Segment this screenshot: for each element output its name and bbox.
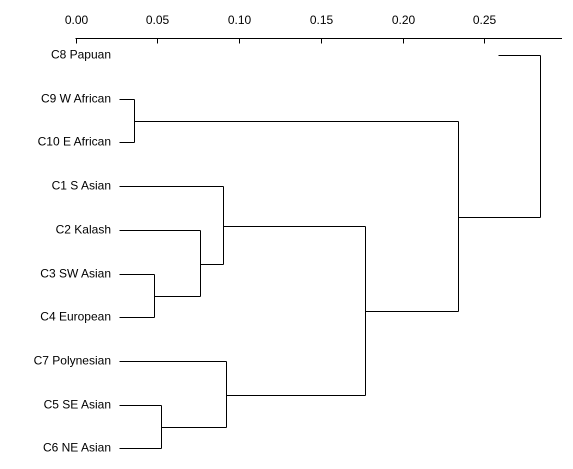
x-tick-label: 0.20 bbox=[392, 13, 416, 27]
x-tick-label: 0.15 bbox=[310, 13, 334, 27]
leaf-labels: C8 Papuan C9 W African C10 E African C1 S A… bbox=[34, 48, 111, 455]
x-axis: 0.00 0.05 0.10 0.15 0.20 0.25 bbox=[65, 13, 562, 44]
leaf-label: C3 SW Asian bbox=[40, 267, 111, 281]
leaf-label: C9 W African bbox=[41, 92, 111, 106]
leaf-label: C4 European bbox=[40, 310, 111, 324]
x-tick-label: 0.25 bbox=[473, 13, 497, 27]
x-tick-label: 0.00 bbox=[65, 13, 89, 27]
leaf-label: C6 NE Asian bbox=[43, 441, 111, 455]
leaf-label: C2 Kalash bbox=[56, 223, 111, 237]
x-tick-label: 0.10 bbox=[228, 13, 252, 27]
x-tick-label: 0.05 bbox=[146, 13, 170, 27]
leaf-label: C10 E African bbox=[38, 135, 111, 149]
leaf-label: C7 Polynesian bbox=[34, 354, 111, 368]
dendrogram-branches bbox=[119, 55, 541, 449]
leaf-label: C5 SE Asian bbox=[44, 398, 111, 412]
leaf-label: C8 Papuan bbox=[51, 48, 111, 62]
leaf-label: C1 S Asian bbox=[52, 179, 111, 193]
